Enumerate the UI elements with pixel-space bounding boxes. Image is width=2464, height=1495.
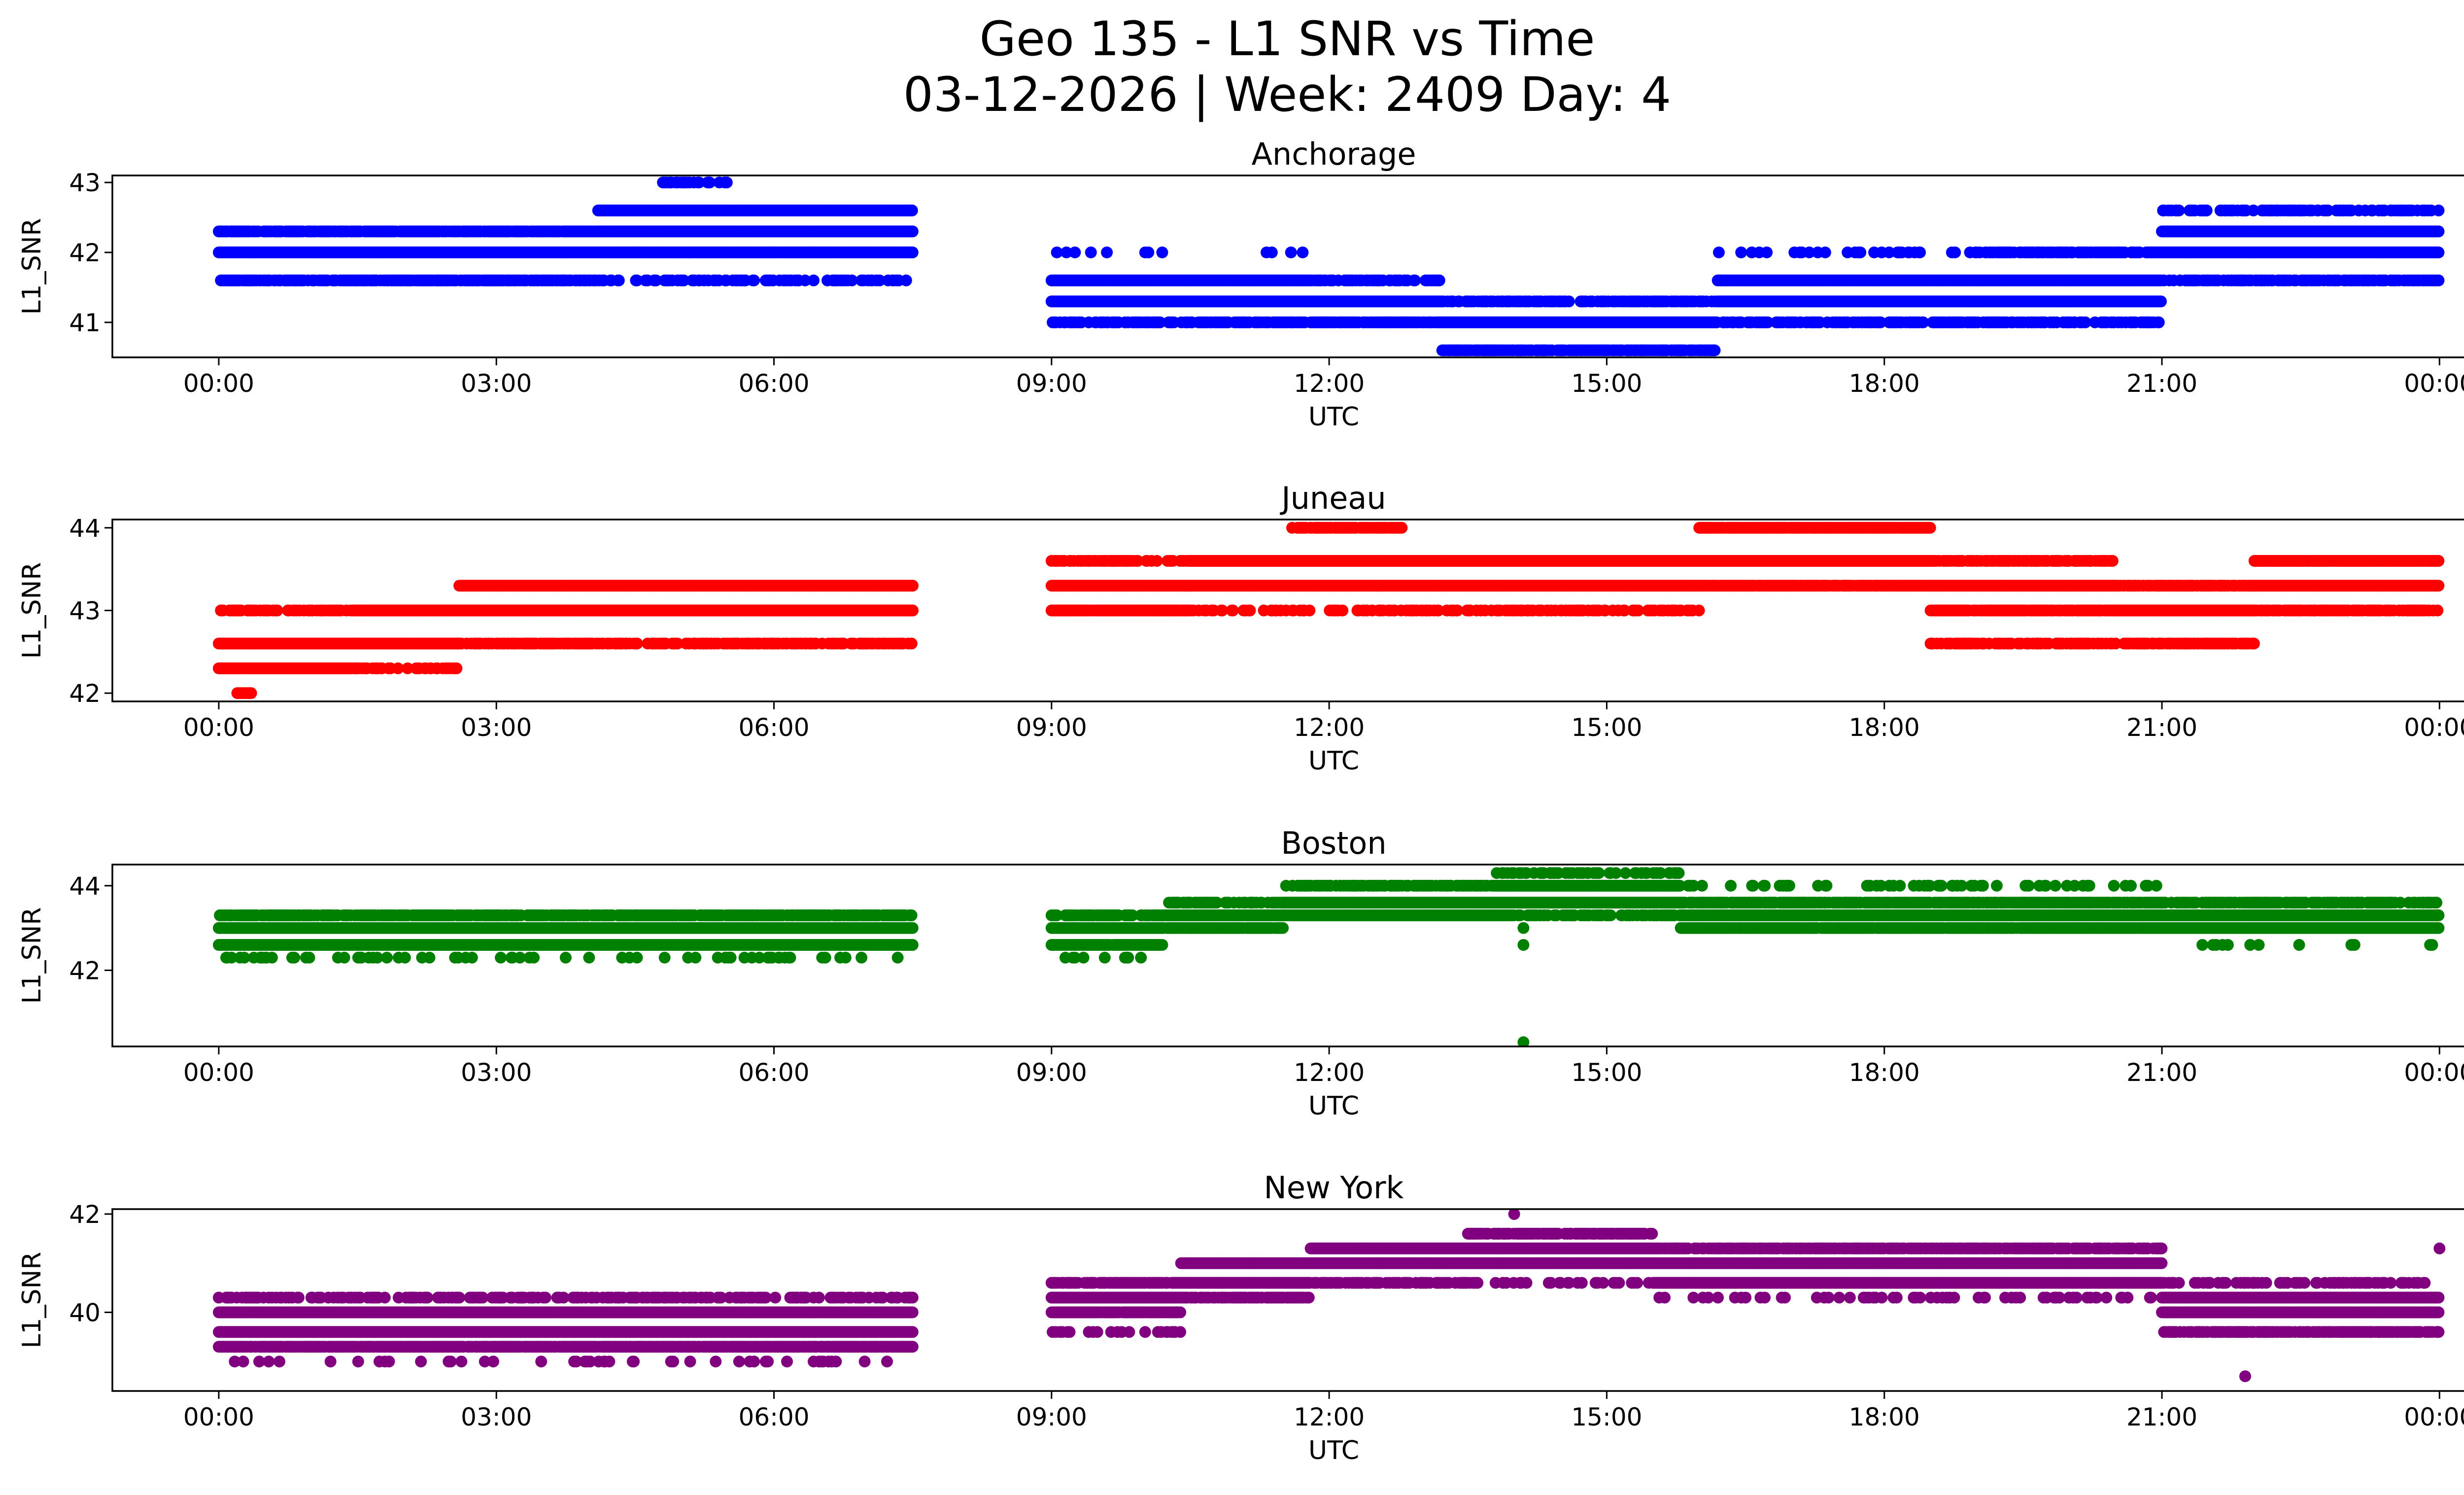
snr-point [678, 274, 690, 286]
snr-point [1101, 246, 1113, 259]
scatter-points [212, 176, 2445, 356]
snr-point [1712, 246, 1725, 259]
figure-subtitle: 03-12-2026 | Week: 2409 Day: 4 [903, 67, 1672, 123]
snr-point [906, 225, 918, 238]
snr-point [1563, 295, 1575, 308]
snr-point [650, 274, 662, 286]
snr-point [1819, 246, 1831, 259]
snr-point [1914, 246, 1926, 259]
snr-point [1949, 246, 1961, 259]
snr-point [846, 274, 858, 286]
snr-point [900, 274, 912, 286]
snr-point [799, 274, 811, 286]
figure-title: Geo 135 - L1 SNR vs Time [980, 11, 1595, 67]
snr-point [1085, 246, 1097, 259]
snr-point [1735, 246, 1747, 259]
snr-point [1142, 246, 1155, 259]
snr-point [905, 246, 917, 259]
snr-point [808, 274, 820, 286]
snr-point [613, 274, 625, 286]
panel-title: Anchorage [1251, 136, 1416, 172]
snr-point [1156, 246, 1168, 259]
snr-point [748, 274, 760, 286]
snr-point [906, 205, 918, 216]
snr-point [1297, 246, 1309, 259]
snr-point [1069, 246, 1081, 259]
snr-point [1709, 344, 1721, 356]
snr-point [2155, 295, 2167, 308]
snr-point [1409, 274, 1421, 286]
snr-point [1761, 246, 1773, 259]
snr-point [2153, 316, 2165, 328]
snr-point [1285, 246, 1297, 259]
snr-point [873, 274, 886, 286]
snr-point [1854, 246, 1867, 259]
snr-point [631, 274, 643, 286]
snr-point [1266, 246, 1278, 259]
snr-point [720, 176, 733, 189]
snr-point [589, 274, 602, 286]
snr-point [1433, 274, 1445, 286]
